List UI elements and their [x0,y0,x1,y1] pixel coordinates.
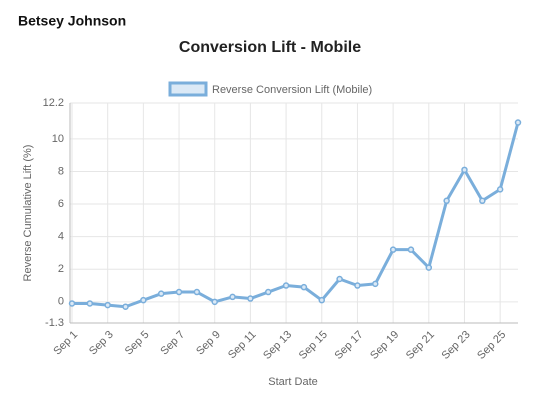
x-tick-label: Sep 13 [261,329,294,362]
y-tick-label: 2 [58,263,64,275]
data-line [72,122,520,309]
data-point [496,186,504,193]
brand: Betsey Johnson [18,13,126,29]
x-tick-label: Sep 21 [404,329,437,362]
data-point [104,301,111,309]
data-point [425,264,433,271]
x-tick-label: Sep 19 [368,329,401,362]
x-tick-label: Sep 25 [475,329,508,362]
data-point [300,283,308,291]
data-point [140,296,147,304]
data-point [514,119,522,126]
data-point [86,300,94,307]
y-tick-label: 4 [58,231,64,243]
y-tick-label: -1.3 [45,317,64,329]
x-tick-label: Sep 5 [123,329,152,358]
data-point [193,288,201,296]
data-point [264,288,272,296]
x-tick-label: Sep 3 [87,329,116,358]
x-axis-title: Start Date [268,376,318,388]
data-point [479,197,486,205]
y-tick-label: 6 [58,198,64,210]
data-point [389,246,397,253]
x-tick-label: Sep 11 [226,329,259,362]
data-point [282,282,290,289]
legend-label: Reverse Conversion Lift (Mobile) [212,84,372,96]
y-tick-label: 0 [58,296,64,308]
x-tick-label: Sep 9 [194,329,223,358]
data-point [122,303,129,310]
data-point [247,295,254,302]
data-point [354,282,361,289]
data-point [318,296,326,304]
data-point [407,246,415,253]
data-point [211,298,218,306]
x-tick-label: Sep 23 [440,329,473,362]
x-tick-label: Sep 15 [297,329,330,362]
legend-swatch [168,81,208,97]
data-point [443,197,450,205]
y-tick-label: 12.2 [43,97,64,109]
data-point [175,288,183,296]
x-tick-label: Sep 17 [332,329,365,362]
data-point [68,300,76,307]
data-point [336,275,343,283]
y-axis-title: Reverse Cumulative Lift (%) [22,145,34,282]
data-point [461,166,468,174]
x-tick-label: Sep 1 [51,329,80,358]
data-point [157,290,165,297]
chart-title: Conversion Lift - Mobile [179,39,361,56]
data-point [372,280,379,288]
y-tick-label: 10 [52,133,64,145]
data-point [229,293,236,301]
y-tick-label: 8 [58,165,64,177]
x-tick-label: Sep 7 [158,329,187,358]
